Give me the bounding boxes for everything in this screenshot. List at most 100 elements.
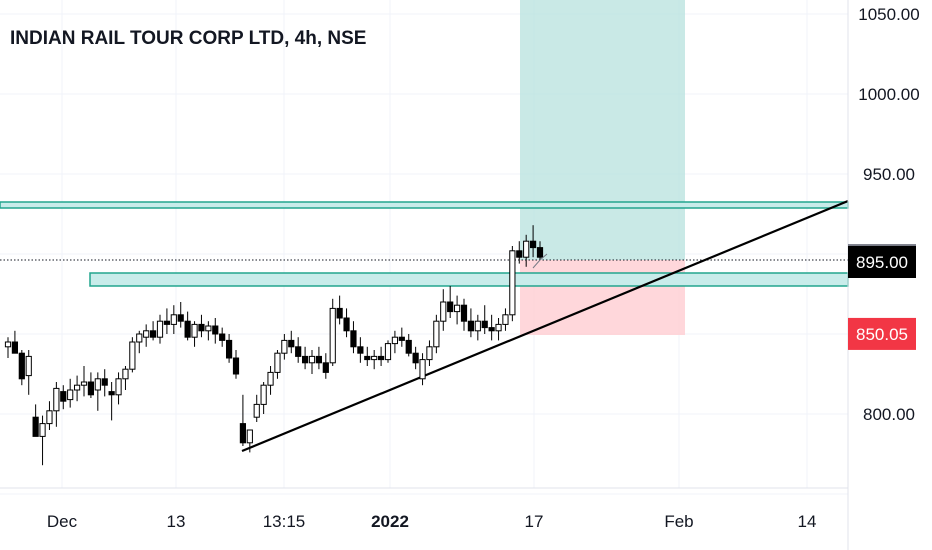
candle[interactable]	[60, 385, 67, 410]
candle[interactable]	[122, 366, 129, 390]
candle[interactable]	[18, 350, 25, 386]
candle[interactable]	[474, 314, 481, 341]
candle[interactable]	[440, 289, 447, 331]
candle[interactable]	[46, 401, 53, 430]
y-tick-label: 950.00	[863, 165, 915, 184]
candle[interactable]	[502, 308, 509, 331]
candle[interactable]	[253, 394, 260, 422]
candle[interactable]	[343, 308, 350, 338]
candle[interactable]	[295, 337, 302, 363]
candle[interactable]	[225, 334, 233, 363]
candle-body	[467, 320, 475, 332]
candle[interactable]	[371, 350, 378, 370]
candle[interactable]	[267, 366, 274, 395]
candle-body	[536, 247, 544, 258]
candle[interactable]	[129, 337, 136, 373]
candle[interactable]	[87, 372, 95, 398]
candle[interactable]	[163, 308, 171, 334]
candle[interactable]	[495, 318, 502, 341]
candle[interactable]	[350, 321, 357, 354]
candle[interactable]	[329, 298, 336, 366]
candle[interactable]	[32, 404, 39, 437]
candle[interactable]	[177, 302, 184, 328]
candle[interactable]	[481, 305, 488, 334]
candle[interactable]	[239, 394, 247, 446]
x-tick-label: 14	[798, 512, 817, 531]
candle[interactable]	[4, 337, 12, 358]
candle[interactable]	[377, 346, 385, 366]
candle[interactable]	[419, 353, 426, 386]
candle[interactable]	[412, 346, 419, 370]
resistance-zone[interactable]	[0, 201, 849, 209]
candle[interactable]	[433, 314, 440, 354]
candle[interactable]	[288, 330, 295, 354]
candle[interactable]	[94, 372, 101, 411]
candle[interactable]	[274, 350, 281, 379]
candle[interactable]	[39, 415, 46, 466]
candle[interactable]	[80, 366, 88, 397]
trend-line[interactable]	[241, 199, 849, 453]
entry-marker[interactable]	[532, 253, 548, 269]
candle[interactable]	[67, 378, 74, 408]
candle[interactable]	[488, 314, 495, 341]
candle[interactable]	[143, 324, 150, 347]
candle-body	[39, 423, 46, 437]
candle[interactable]	[357, 337, 364, 363]
candle[interactable]	[25, 350, 32, 395]
candle[interactable]	[53, 382, 60, 427]
candle[interactable]	[246, 429, 253, 453]
candle[interactable]	[391, 330, 399, 354]
candle-body	[156, 320, 164, 338]
candle-body	[80, 381, 88, 386]
x-axis[interactable]: Dec 13 13:15 2022 17 Feb 14	[47, 512, 817, 531]
target-zone[interactable]	[520, 0, 685, 260]
candle[interactable]	[260, 382, 267, 414]
candle-body	[391, 336, 399, 345]
candle-body	[267, 371, 274, 386]
candle[interactable]	[447, 286, 454, 318]
candle[interactable]	[529, 225, 537, 258]
candle[interactable]	[108, 382, 115, 421]
candle[interactable]	[301, 346, 309, 370]
candle[interactable]	[336, 295, 343, 325]
candle[interactable]	[212, 318, 219, 344]
candle[interactable]	[219, 327, 226, 347]
candle[interactable]	[509, 246, 516, 322]
candle[interactable]	[523, 234, 530, 267]
candle[interactable]	[405, 334, 412, 357]
candle[interactable]	[149, 321, 157, 341]
candle[interactable]	[384, 340, 392, 363]
candle[interactable]	[308, 350, 316, 374]
support-zone[interactable]	[89, 272, 849, 287]
candle[interactable]	[101, 369, 108, 397]
candle[interactable]	[426, 340, 433, 366]
candle[interactable]	[205, 321, 212, 341]
candle[interactable]	[198, 314, 205, 338]
candle[interactable]	[460, 298, 468, 331]
y-axis[interactable]: 1050.00 1000.00 950.00 800.00	[858, 5, 919, 424]
candle-body	[350, 330, 357, 348]
candle-body	[301, 355, 309, 364]
candle[interactable]	[398, 327, 405, 347]
candle[interactable]	[11, 330, 19, 354]
stop-zone[interactable]	[520, 260, 685, 335]
candle[interactable]	[136, 330, 143, 354]
candle[interactable]	[156, 314, 164, 344]
candle[interactable]	[516, 241, 523, 264]
candle[interactable]	[73, 375, 81, 402]
candle[interactable]	[115, 372, 122, 405]
candle-body	[474, 320, 481, 332]
candle-body	[295, 346, 302, 357]
candle[interactable]	[232, 350, 240, 379]
candle[interactable]	[170, 305, 177, 334]
candle[interactable]	[364, 346, 371, 366]
candle[interactable]	[315, 346, 323, 370]
candle[interactable]	[467, 308, 475, 338]
candle[interactable]	[184, 311, 191, 341]
candle[interactable]	[453, 295, 461, 325]
candle[interactable]	[322, 353, 329, 379]
candle[interactable]	[281, 334, 288, 360]
candle[interactable]	[191, 321, 198, 347]
candle[interactable]	[536, 241, 544, 261]
